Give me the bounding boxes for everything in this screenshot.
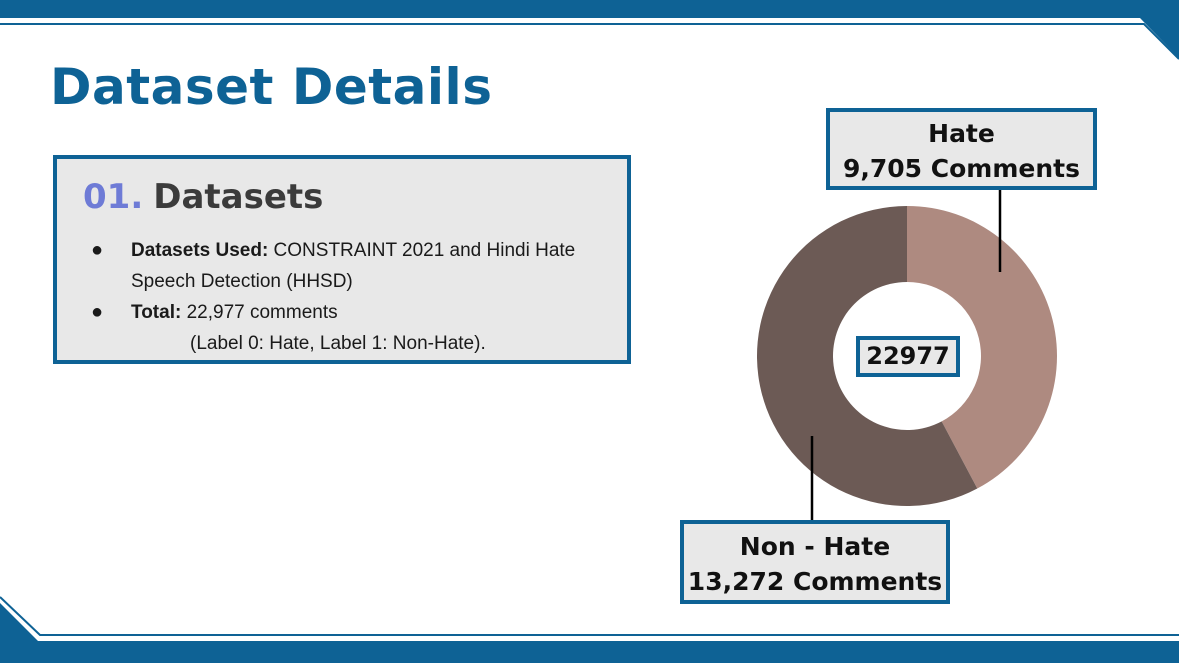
bullet-text: 22,977 comments [181,302,338,323]
hate-label-value: 9,705 Comments [843,154,1080,183]
hate-label-box: Hate 9,705 Comments [826,108,1097,190]
bullet-text: CONSTRAINT 2021 and Hindi Hate Speech De… [131,240,576,292]
bullet-item: ● Datasets Used: CONSTRAINT 2021 and Hin… [91,235,621,297]
nonhate-label-name: Non - Hate [739,532,891,561]
bullet-dot-icon: ● [91,239,104,261]
bullet-item: ● Total: 22,977 comments (Label 0: Hate,… [91,297,621,359]
donut-slice-hate [907,206,1058,489]
datasets-card: 01. Datasets ● Datasets Used: CONSTRAINT … [53,155,631,364]
donut-slice-nonhate [757,206,978,506]
bullet-dot-icon: ● [91,301,104,323]
nonhate-label-value: 13,272 Comments [687,567,943,596]
hate-label-name: Hate [928,119,995,148]
total-label-value: 22977 [866,342,950,370]
bullet-label: Datasets Used: [131,240,269,261]
bullet-subtext: (Label 0: Hate, Label 1: Non-Hate). [190,333,486,354]
total-label-box: 22977 [856,336,960,377]
section-heading: 01. Datasets [83,177,323,217]
nonhate-label-box: Non - Hate 13,272 Comments [680,520,950,604]
page-title: Dataset Details [50,58,493,116]
bullet-label: Total: [131,302,182,323]
section-number: 01. [83,177,144,217]
bullet-list: ● Datasets Used: CONSTRAINT 2021 and Hin… [91,235,621,359]
section-title: Datasets [153,177,324,217]
